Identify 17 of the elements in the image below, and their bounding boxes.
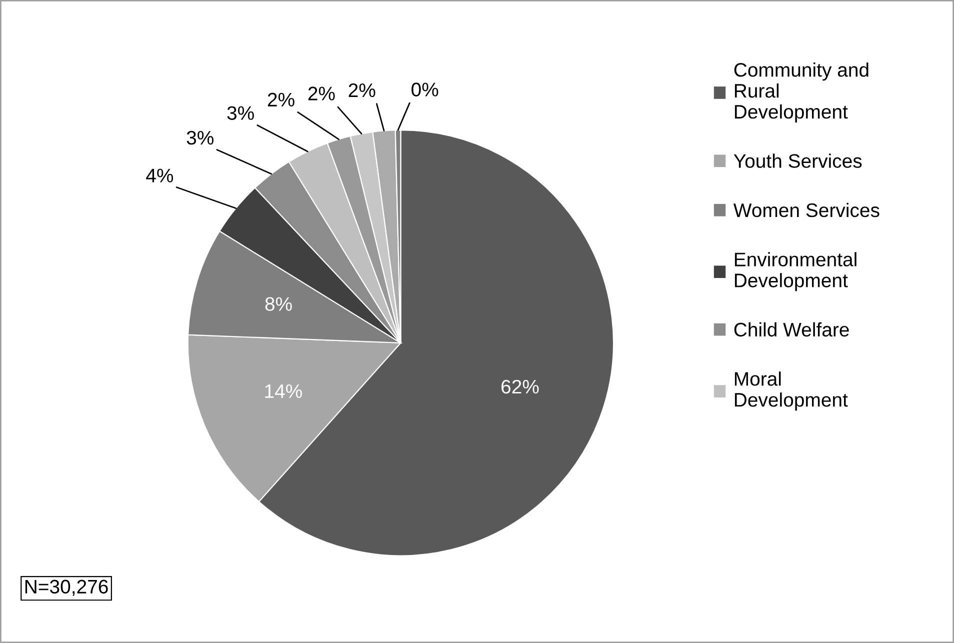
legend-label: Child Welfare	[734, 322, 849, 337]
data-label: 14%	[265, 384, 302, 398]
data-label: 62%	[502, 380, 539, 394]
text: N=30,276	[25, 580, 108, 596]
data-label: 2%	[268, 92, 294, 106]
data-label: 8%	[265, 297, 292, 311]
data-label: 0%	[412, 82, 438, 96]
legend-label: Women Services	[733, 202, 880, 218]
legend-label: Environmental Development	[734, 252, 856, 292]
data-label: 3%	[227, 106, 254, 120]
data-label: 2%	[308, 86, 335, 100]
legend-label: Moral Development	[734, 372, 848, 411]
legend-label: Community and Rural Development	[734, 62, 868, 123]
legend-label: Youth Services	[734, 154, 862, 168]
data-label: 4%	[146, 168, 174, 182]
data-label: 2%	[348, 83, 376, 98]
data-label: 3%	[186, 130, 214, 145]
